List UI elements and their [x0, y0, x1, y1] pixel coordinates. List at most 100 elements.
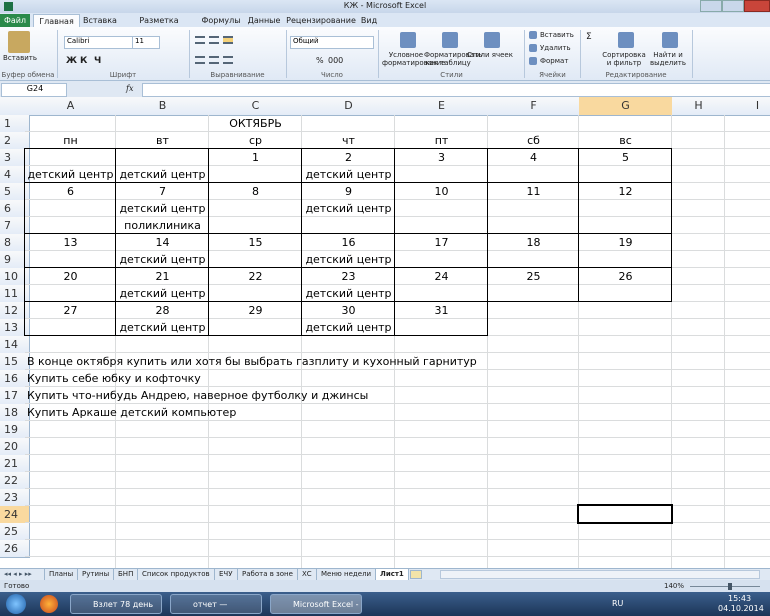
language[interactable]: RU: [612, 599, 624, 608]
ribbon-tab[interactable]: Вставка: [83, 16, 117, 25]
cell[interactable]: 27: [63, 304, 78, 317]
row-header[interactable]: 18: [0, 404, 30, 422]
cells-button[interactable]: Формат: [540, 57, 569, 65]
font-style-button[interactable]: К: [80, 56, 88, 66]
number-format[interactable]: Общий: [290, 36, 374, 49]
ribbon-tab[interactable]: Вид: [360, 16, 378, 25]
column-header[interactable]: D: [302, 97, 396, 116]
cell[interactable]: Купить что-нибудь Андрею, наверное футбо…: [27, 389, 369, 402]
cell[interactable]: 3: [438, 151, 445, 164]
autosum[interactable]: Σ: [586, 32, 592, 42]
cell[interactable]: ОКТЯБРЬ: [229, 117, 282, 130]
ribbon-tab[interactable]: Главная: [33, 14, 80, 28]
cell[interactable]: пт: [434, 134, 449, 147]
cell[interactable]: детский центр: [119, 202, 206, 215]
cell[interactable]: 15: [248, 236, 263, 249]
taskbar-window[interactable]: Взлет 78 день 21-...: [70, 594, 162, 614]
cell[interactable]: 13: [63, 236, 78, 249]
taskbar-window[interactable]: Microsoft Excel - ...: [270, 594, 362, 614]
cell[interactable]: поликлиника: [124, 219, 201, 232]
cell[interactable]: детский центр: [305, 168, 392, 181]
cells-button[interactable]: Вставить: [540, 31, 574, 39]
formula-input[interactable]: [142, 83, 770, 97]
font-style-button[interactable]: Ж: [66, 56, 78, 66]
cell[interactable]: детский центр: [305, 287, 392, 300]
cell[interactable]: 2: [345, 151, 352, 164]
align-icon[interactable]: [195, 56, 205, 64]
row-header[interactable]: 15: [0, 353, 30, 371]
cell[interactable]: 21: [155, 270, 170, 283]
align-icon[interactable]: [209, 56, 219, 64]
ribbon-tab[interactable]: Данные: [247, 16, 281, 25]
firefox-icon[interactable]: [40, 595, 58, 613]
cell[interactable]: В конце октября купить или хотя бы выбра…: [27, 355, 477, 368]
ribbon-tab[interactable]: Разметка страницы: [138, 16, 179, 38]
ribbon-tab[interactable]: Формулы: [201, 16, 241, 25]
h-scrollbar[interactable]: [440, 570, 760, 579]
cell[interactable]: вт: [156, 134, 169, 147]
row-header[interactable]: 17: [0, 387, 30, 405]
cell[interactable]: сб: [527, 134, 540, 147]
percent-button[interactable]: %: [316, 56, 324, 65]
cell[interactable]: Купить Аркаше детский компьютер: [27, 406, 237, 419]
cell[interactable]: детский центр: [119, 321, 206, 334]
cell[interactable]: 28: [155, 304, 170, 317]
tab-nav[interactable]: ◂◂ ◂ ▸ ▸▸: [4, 570, 32, 578]
name-box[interactable]: G24: [1, 83, 67, 97]
cell[interactable]: чт: [342, 134, 355, 147]
cell[interactable]: 10: [434, 185, 449, 198]
row-header[interactable]: 22: [0, 472, 30, 490]
cell[interactable]: 8: [252, 185, 259, 198]
styles-button[interactable]: Стили ячеек: [467, 51, 513, 59]
selected-cell[interactable]: [577, 504, 673, 524]
styles-button[interactable]: Форматировать как таблицу: [424, 51, 483, 67]
row-header[interactable]: 13: [0, 319, 30, 337]
font-name[interactable]: Calibri: [64, 36, 134, 49]
cell[interactable]: детский центр: [27, 168, 114, 181]
column-header[interactable]: H: [672, 97, 726, 116]
cells-button[interactable]: Удалить: [540, 44, 571, 52]
cell[interactable]: 5: [622, 151, 629, 164]
column-header[interactable]: C: [209, 97, 303, 116]
column-header[interactable]: E: [395, 97, 489, 116]
row-header[interactable]: 12: [0, 302, 30, 320]
cell[interactable]: 17: [434, 236, 449, 249]
cell[interactable]: 12: [618, 185, 633, 198]
cell[interactable]: 7: [159, 185, 166, 198]
cell[interactable]: ср: [248, 134, 263, 147]
cell[interactable]: 26: [618, 270, 633, 283]
column-header[interactable]: F: [488, 97, 580, 116]
cell[interactable]: 23: [341, 270, 356, 283]
cell[interactable]: 31: [434, 304, 449, 317]
cell[interactable]: вс: [619, 134, 632, 147]
cell[interactable]: 4: [530, 151, 537, 164]
zoom-slider[interactable]: [690, 586, 760, 587]
ribbon-tab[interactable]: Файл: [0, 14, 30, 27]
cell[interactable]: Купить себе юбку и кофточку: [27, 372, 201, 385]
start-button[interactable]: [6, 594, 26, 614]
align-icon[interactable]: [223, 36, 233, 44]
thousands-button[interactable]: 000: [328, 56, 344, 65]
row-header[interactable]: 26: [0, 540, 30, 558]
editing-button[interactable]: Найти и выделить: [649, 51, 687, 67]
align-icon[interactable]: [195, 36, 205, 44]
cell[interactable]: 29: [248, 304, 263, 317]
cell[interactable]: 24: [434, 270, 449, 283]
font-style-button[interactable]: Ч: [94, 56, 102, 66]
styles-button[interactable]: Условное форматирование: [382, 51, 446, 67]
zoom-thumb[interactable]: [728, 583, 732, 590]
ribbon-tab[interactable]: Рецензирование: [286, 16, 356, 25]
cell[interactable]: пн: [63, 134, 78, 147]
cell[interactable]: детский центр: [119, 168, 206, 181]
cell[interactable]: 16: [341, 236, 356, 249]
cell[interactable]: 20: [63, 270, 78, 283]
paste-button[interactable]: Вставить: [3, 54, 37, 62]
cell[interactable]: 18: [526, 236, 541, 249]
cell[interactable]: 14: [155, 236, 170, 249]
cell[interactable]: 1: [252, 151, 259, 164]
cell[interactable]: 9: [345, 185, 352, 198]
cell[interactable]: детский центр: [305, 253, 392, 266]
cell[interactable]: 11: [526, 185, 541, 198]
column-header[interactable]: B: [116, 97, 210, 116]
column-header[interactable]: A: [25, 97, 117, 116]
